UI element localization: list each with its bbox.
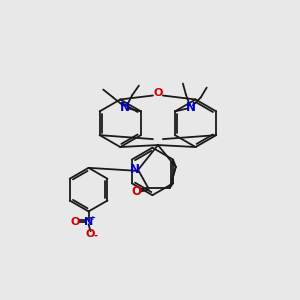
Text: -: - [94, 231, 98, 241]
Text: N: N [84, 217, 93, 227]
Text: O: O [153, 88, 163, 98]
Text: +: + [90, 215, 95, 221]
Text: N: N [186, 101, 196, 114]
Text: O: O [70, 217, 80, 227]
Text: O: O [86, 229, 95, 239]
Text: N: N [120, 101, 130, 114]
Text: O: O [131, 185, 141, 198]
Text: N: N [130, 163, 140, 176]
